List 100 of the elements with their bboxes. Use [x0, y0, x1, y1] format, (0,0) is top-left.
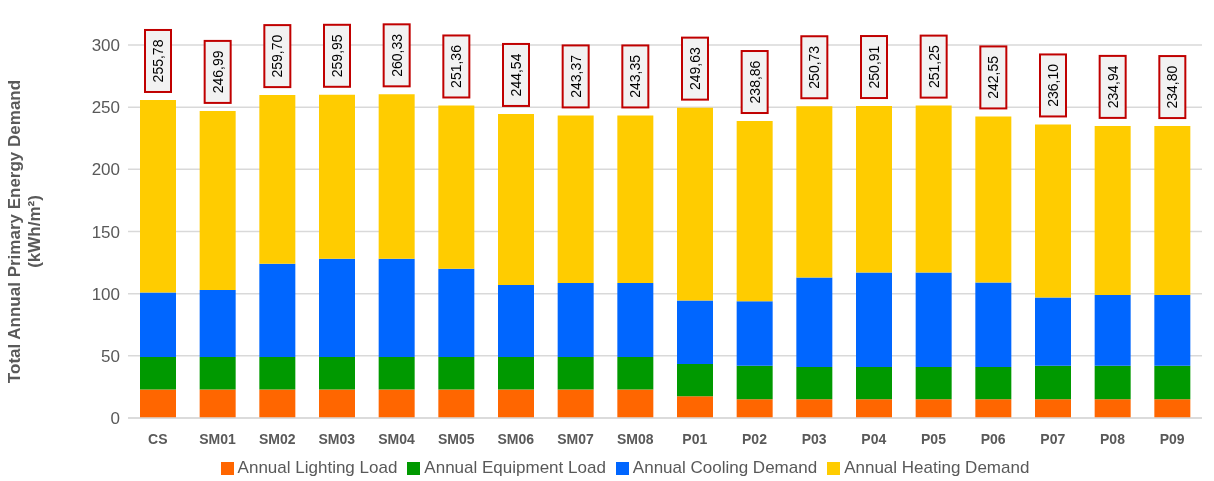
y-tick-label: 250 [91, 98, 120, 118]
bar [1154, 365, 1191, 400]
bar [557, 389, 594, 418]
total-label: 236,10 [1045, 63, 1061, 107]
y-tick-label: 300 [91, 36, 120, 56]
legend-label: Annual Lighting Load [237, 458, 398, 477]
bar [140, 357, 176, 390]
bar [736, 365, 773, 400]
bar [259, 389, 296, 418]
bar [1094, 125, 1131, 295]
x-tick-label: P05 [921, 430, 947, 447]
bar [677, 107, 713, 301]
x-tick-label: SM07 [557, 430, 594, 447]
bar [498, 113, 534, 285]
bar [1094, 294, 1131, 366]
total-label: 250,73 [806, 45, 823, 89]
x-tick-label: CS [148, 430, 168, 447]
bar [1035, 124, 1071, 298]
legend-label: Annual Equipment Load [424, 458, 606, 477]
bar [319, 389, 355, 418]
total-label: 243,35 [627, 54, 644, 98]
bar [856, 399, 892, 418]
x-tick-label: P07 [1040, 430, 1066, 447]
bar [915, 367, 952, 400]
bar [557, 283, 594, 358]
bar [199, 357, 236, 390]
bar [438, 389, 475, 418]
bar [140, 99, 176, 293]
bar [617, 283, 654, 358]
x-tick-label: P08 [1100, 430, 1126, 447]
total-label: 234,80 [1164, 65, 1181, 109]
y-tick-label: 50 [101, 346, 120, 366]
bar [1154, 294, 1191, 366]
bar [1154, 126, 1191, 295]
x-tick-label: P09 [1159, 430, 1185, 447]
bar [617, 357, 654, 390]
bar [856, 106, 892, 273]
x-tick-label: SM04 [378, 430, 415, 447]
bar [915, 272, 952, 368]
bar [1094, 399, 1131, 418]
x-tick-label: SM05 [437, 430, 475, 447]
bar [319, 357, 355, 390]
bar [498, 389, 534, 418]
total-label: 244,54 [508, 53, 524, 97]
bar [140, 389, 176, 418]
x-tick-label: SM08 [616, 430, 654, 447]
bar [796, 399, 833, 418]
x-tick-label: P04 [861, 430, 887, 447]
bar [438, 357, 475, 390]
total-label: 259,95 [329, 34, 345, 78]
bar [796, 367, 833, 400]
x-tick-label: P02 [742, 430, 768, 447]
bar [856, 272, 892, 368]
bar [677, 396, 713, 418]
total-label: 259,70 [269, 34, 286, 78]
bar [975, 116, 1012, 283]
bar [1035, 365, 1071, 400]
bar [617, 115, 654, 284]
bar [378, 389, 415, 418]
x-tick-label: SM01 [199, 430, 236, 447]
bar [796, 106, 833, 278]
x-tick-label: SM02 [258, 430, 296, 447]
bar [736, 399, 773, 418]
bar [378, 357, 415, 390]
legend-label: Annual Cooling Demand [632, 458, 818, 477]
bar [677, 363, 713, 397]
bar [856, 367, 892, 400]
bar [378, 94, 415, 259]
bar [915, 105, 952, 273]
bar [199, 110, 236, 290]
x-tick-label: P03 [801, 430, 827, 447]
x-tick-label: P01 [682, 430, 708, 447]
y-tick-label: 200 [91, 160, 120, 180]
y-tick-label: 150 [91, 222, 120, 242]
total-label: 255,78 [150, 39, 166, 83]
y-axis-title: Total Annual Primary Energy Demand (kWh/m²) [5, 79, 44, 384]
y-tick-label: 0 [110, 409, 120, 429]
total-label: 243,37 [567, 54, 584, 98]
bar [259, 263, 296, 358]
bar [677, 300, 713, 364]
bar [915, 399, 952, 418]
bar [975, 367, 1012, 400]
x-tick-label: SM03 [318, 430, 356, 447]
total-label: 260,33 [388, 33, 405, 77]
bar [378, 258, 415, 358]
bar [438, 105, 475, 269]
bar [319, 94, 355, 259]
x-tick-label: P06 [980, 430, 1006, 447]
bar [557, 357, 594, 390]
bar [259, 95, 296, 264]
bar [1094, 365, 1131, 400]
bar [1035, 297, 1071, 366]
bar [319, 258, 355, 358]
bar [617, 389, 654, 418]
total-label: 234,94 [1104, 65, 1121, 109]
bar [736, 121, 773, 302]
bar [199, 389, 236, 418]
bar [796, 277, 833, 368]
total-label: 251,25 [925, 44, 942, 89]
bar [438, 268, 475, 358]
